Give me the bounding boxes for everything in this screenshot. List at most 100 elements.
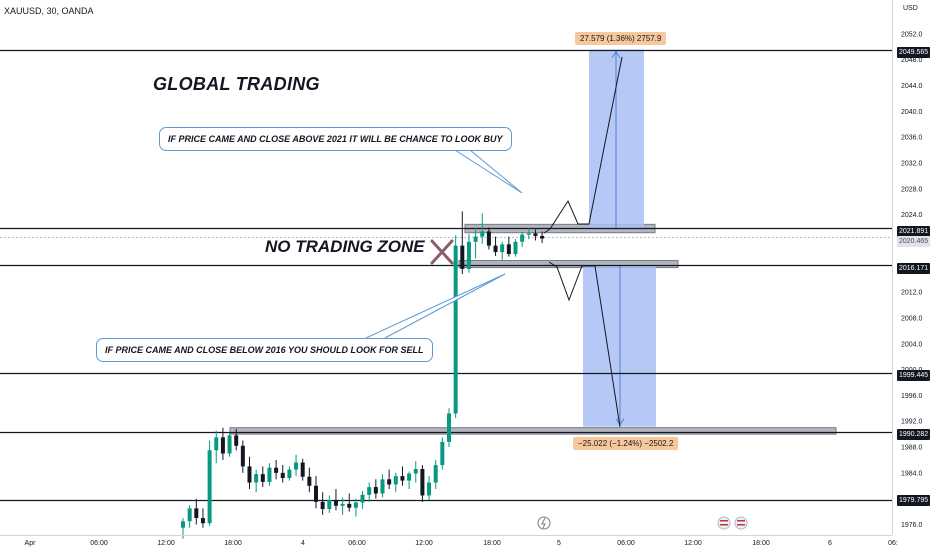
- candles-layer: [181, 211, 545, 539]
- price-tick-label: 2028.0: [901, 186, 923, 193]
- price-tag-current: 2020.465: [897, 236, 931, 247]
- candle-body: [500, 244, 505, 253]
- sell-callout-pointer: [365, 273, 506, 339]
- bullish-projection-path: [543, 56, 623, 234]
- candle-body: [240, 445, 245, 467]
- candle-body: [360, 494, 365, 503]
- candle-body: [300, 462, 305, 477]
- candle-body: [413, 468, 418, 474]
- candle-body: [314, 485, 318, 502]
- time-tick-label: 12:00: [415, 540, 433, 547]
- candle-body: [280, 472, 285, 479]
- price-tick-label: 1996.0: [901, 393, 923, 400]
- symbol-title: XAUUSD, 30, OANDA: [4, 6, 94, 16]
- candle-body: [407, 473, 412, 481]
- candle-body: [493, 245, 498, 253]
- candle-body: [254, 474, 259, 483]
- time-tick-label: Apr: [25, 540, 37, 547]
- flag-stripe: [737, 520, 745, 522]
- watermark-title: GLOBAL TRADING: [153, 74, 320, 94]
- candle-body: [533, 233, 538, 236]
- sell-callout[interactable]: IF PRICE CAME AND CLOSE BELOW 2016 YOU S…: [96, 338, 433, 362]
- candle-body: [540, 235, 545, 239]
- price-tick-label: 2048.0: [901, 57, 923, 64]
- time-tick-label: 12:00: [684, 540, 702, 547]
- candle-body: [460, 245, 465, 269]
- candle-body: [333, 499, 338, 506]
- price-tag-1979: 1979.795: [897, 495, 931, 506]
- time-tick-label: 18:00: [224, 540, 242, 547]
- candle-body: [393, 476, 398, 485]
- time-tick-label: 18:00: [752, 540, 770, 547]
- drawings-layer: [365, 56, 748, 530]
- price-tick-label: 2024.0: [901, 212, 923, 219]
- candle-body: [520, 234, 525, 242]
- bearish-projection-path: [548, 261, 621, 428]
- candle-body: [367, 487, 372, 495]
- flag-stripe: [720, 520, 728, 522]
- candle-body: [260, 474, 265, 482]
- price-tick-label: 2044.0: [901, 83, 923, 90]
- short-position-label[interactable]: −25.022 (−1.24%) −2502.2: [573, 437, 679, 450]
- price-tag-1999: 1999.445: [897, 370, 931, 381]
- candle-body: [327, 499, 332, 510]
- candle-body: [207, 450, 212, 524]
- candle-body: [353, 502, 358, 508]
- price-tag-1990: 1990.282: [897, 429, 931, 440]
- buy-callout[interactable]: IF PRICE CAME AND CLOSE ABOVE 2021 IT WI…: [159, 127, 512, 151]
- time-tick-label: 12:00: [157, 540, 175, 547]
- candle-body: [274, 467, 279, 473]
- candle-body: [526, 233, 531, 235]
- candle-body: [234, 435, 239, 446]
- time-tick-label: 6: [828, 540, 832, 547]
- no-trading-zone-label: NO TRADING ZONE: [265, 237, 425, 256]
- candle-body: [187, 508, 192, 522]
- time-tick-label: 06:00: [348, 540, 366, 547]
- candle-body: [227, 435, 232, 454]
- time-axis: Apr 06:00 12:00 18:00 4 06:00 12:00 18:00 5 06:00…: [25, 540, 898, 547]
- time-tick-label: 4: [301, 540, 305, 547]
- candle-body: [447, 413, 451, 442]
- candle-body: [373, 487, 378, 494]
- us-flag-icon: [717, 516, 731, 530]
- candle-body: [380, 479, 385, 494]
- price-tick-label: 1976.0: [901, 522, 923, 529]
- candle-body: [267, 467, 272, 482]
- zone-demand: [229, 427, 837, 435]
- price-tick-label: 2004.0: [901, 341, 923, 348]
- candle-body: [220, 437, 225, 454]
- price-tag-2049: 2049.565: [897, 47, 931, 58]
- time-tick-label: 18:00: [483, 540, 501, 547]
- candle-body: [320, 501, 325, 510]
- candle-body: [200, 518, 205, 524]
- price-tick-label: 2052.0: [901, 31, 923, 38]
- candle-body: [506, 244, 511, 255]
- zone-support: [458, 259, 679, 269]
- flag-stripe: [720, 524, 728, 526]
- long-arrow-head: [611, 50, 621, 58]
- time-tick-label: 06:00: [617, 540, 635, 547]
- price-tick-label: 2036.0: [901, 135, 923, 142]
- candle-body: [513, 241, 518, 255]
- candle-body: [440, 441, 445, 466]
- candle-body: [307, 476, 312, 486]
- candle-body: [340, 503, 345, 506]
- candle-body: [247, 466, 252, 483]
- lightning-icon: [537, 516, 551, 530]
- flag-stripe: [737, 524, 745, 526]
- candle-body: [473, 236, 478, 242]
- price-tick-label: 1988.0: [901, 445, 923, 452]
- price-tick-label: 2008.0: [901, 315, 923, 322]
- long-position-label[interactable]: 27.579 (1.36%) 2757.9: [575, 32, 667, 45]
- candle-body: [214, 437, 219, 451]
- candle-body: [480, 231, 485, 237]
- time-tick-label: 5: [557, 540, 561, 547]
- price-tick-label: 2012.0: [901, 290, 923, 297]
- price-tick-label: 1984.0: [901, 470, 923, 477]
- price-tag-2016: 2016.171: [897, 263, 931, 274]
- lightning-bolt-icon: [541, 517, 546, 529]
- price-tick-label: 2040.0: [901, 109, 923, 116]
- us-flag-icon: [734, 516, 748, 530]
- time-tick-label: 06:: [888, 540, 898, 547]
